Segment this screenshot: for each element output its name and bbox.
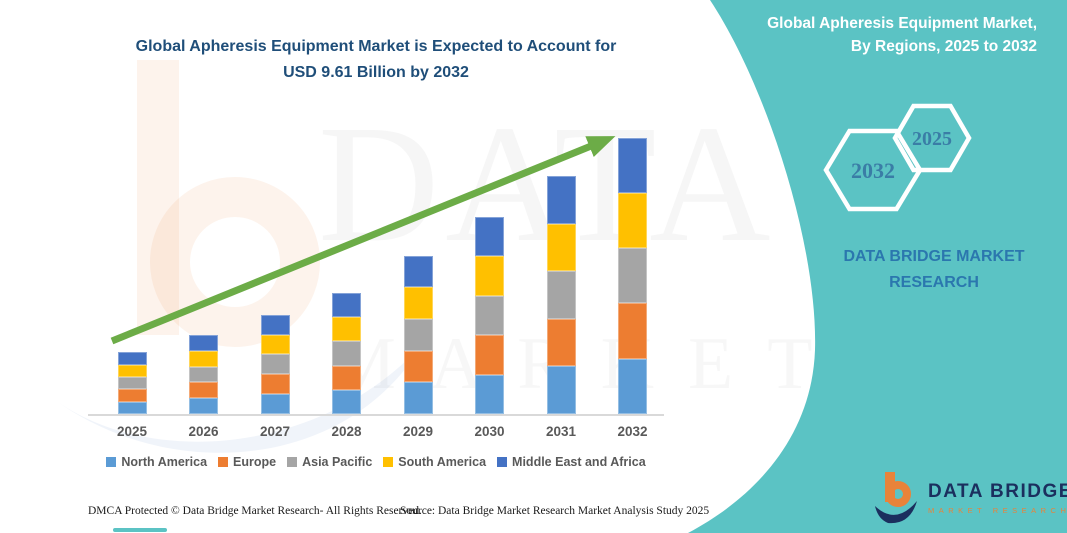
- logo-words: DATA BRIDGE MARKET RESEARCH: [928, 481, 1067, 515]
- x-axis-label: 2029: [402, 424, 434, 439]
- legend-label: South America: [398, 455, 487, 469]
- bar-segment: [260, 354, 290, 375]
- bar-segment: [475, 374, 504, 414]
- bar-segment: [475, 256, 504, 296]
- bar-segment: [189, 334, 218, 351]
- bar-segment: [332, 389, 361, 414]
- brand-line2: RESEARCH: [889, 273, 979, 291]
- bar-segment: [403, 287, 433, 319]
- bar-segment: [475, 335, 504, 375]
- stacked-bar-2025: [117, 352, 147, 414]
- bar-segment: [618, 303, 647, 359]
- legend-swatch-icon: [218, 457, 229, 467]
- bar-segment: [189, 382, 218, 399]
- x-axis-label: 2032: [617, 424, 648, 439]
- databridge-logo-icon: [875, 472, 917, 524]
- legend-swatch-icon: [106, 457, 117, 467]
- bar-segment: [260, 394, 290, 414]
- stacked-bar-2032: [618, 137, 647, 414]
- sidebar-heading-line2: By Regions, 2025 to 2032: [850, 38, 1037, 56]
- stacked-bar-2029: [403, 255, 433, 414]
- x-axis-label: 2025: [116, 424, 148, 439]
- x-axis-label: 2031: [545, 424, 577, 439]
- footer-dmca-text: DMCA Protected © Data Bridge Market Rese…: [88, 505, 422, 517]
- databridge-logo: DATA BRIDGE MARKET RESEARCH: [872, 470, 1067, 526]
- chart-title-line1: Global Apheresis Equipment Market is Exp…: [135, 38, 617, 55]
- bar-segment: [117, 376, 147, 390]
- legend-item: North America: [106, 455, 207, 469]
- legend-item: Europe: [218, 455, 276, 469]
- bar-segment: [117, 389, 147, 402]
- x-axis-label: 2026: [188, 424, 219, 439]
- legend-label: North America: [121, 455, 208, 469]
- bar-segment: [117, 352, 147, 365]
- legend-label: Asia Pacific: [302, 455, 373, 469]
- bar-segment: [546, 271, 576, 319]
- bar-segment: [189, 366, 218, 383]
- bar-segment: [546, 223, 576, 272]
- bar-segment: [117, 364, 147, 377]
- legend-swatch-icon: [497, 457, 508, 467]
- stacked-bar-2027: [260, 314, 290, 414]
- bottom-teal-strip: [113, 528, 167, 532]
- bar-segment: [403, 350, 433, 383]
- logo-name: DATA BRIDGE: [928, 481, 1067, 502]
- bar-segment: [332, 293, 361, 318]
- stacked-bar-2026: [189, 334, 218, 414]
- chart-legend: North America Europe Asia Pacific South Ame…: [80, 455, 672, 469]
- bar-segment: [546, 366, 576, 414]
- footer-source-text: Source: Data Bridge Market Research Mark…: [400, 505, 710, 517]
- x-axis-label: 2030: [474, 424, 505, 439]
- bar-segment: [546, 318, 576, 367]
- bar-segment: [618, 358, 647, 414]
- sidebar-heading: Global Apheresis Equipment Market, By Re…: [707, 12, 1037, 59]
- legend-item: Asia Pacific: [287, 455, 372, 469]
- bar-segment: [332, 365, 361, 390]
- bar-segment: [403, 255, 433, 288]
- bar-segment: [117, 401, 147, 414]
- x-axis-label: 2027: [259, 424, 291, 439]
- hexagon-2032-label: 2032: [851, 158, 895, 183]
- legend-swatch-icon: [287, 457, 298, 467]
- stacked-bar-2030: [475, 216, 504, 414]
- bar-segment: [260, 334, 290, 355]
- year-hexagons: 2032 2025: [823, 103, 972, 212]
- bar-segment: [189, 350, 218, 367]
- hexagon-2025-label: 2025: [912, 128, 952, 150]
- bar-segment: [546, 176, 576, 224]
- stacked-bar-2031: [546, 176, 576, 414]
- legend-label: Middle East and Africa: [512, 455, 646, 469]
- bar-segment: [260, 374, 290, 395]
- legend-label: Europe: [233, 455, 277, 469]
- chart-title-line2: USD 9.61 Billion by 2032: [283, 64, 469, 82]
- legend-item: South America: [383, 455, 486, 469]
- bar-segment: [260, 314, 290, 335]
- bar-segment: [618, 137, 647, 193]
- legend-swatch-icon: [383, 457, 394, 467]
- sidebar-heading-line1: Global Apheresis Equipment Market,: [767, 15, 1037, 32]
- sidebar-brand-text: DATA BRIDGE MARKET RESEARCH: [788, 244, 1067, 295]
- x-axis-label: 2028: [331, 424, 362, 439]
- bar-segment: [332, 317, 361, 342]
- bar-segment: [475, 295, 504, 336]
- stacked-bar-2028: [332, 293, 361, 414]
- hexagon-2025-icon: [892, 103, 972, 173]
- legend-item: Middle East and Africa: [497, 455, 646, 469]
- bar-segment: [189, 398, 218, 414]
- x-axis-line: [88, 414, 664, 416]
- brand-line1: DATA BRIDGE MARKET: [843, 248, 1025, 265]
- bar-segment: [475, 216, 504, 257]
- bar-segment: [332, 341, 361, 366]
- logo-tagline: MARKET RESEARCH: [928, 506, 1067, 515]
- bar-segment: [403, 318, 433, 351]
- bar-segment: [618, 248, 647, 304]
- chart-title: Global Apheresis Equipment Market is Exp…: [88, 34, 664, 87]
- bar-segment: [403, 382, 433, 414]
- bar-segment: [618, 192, 647, 249]
